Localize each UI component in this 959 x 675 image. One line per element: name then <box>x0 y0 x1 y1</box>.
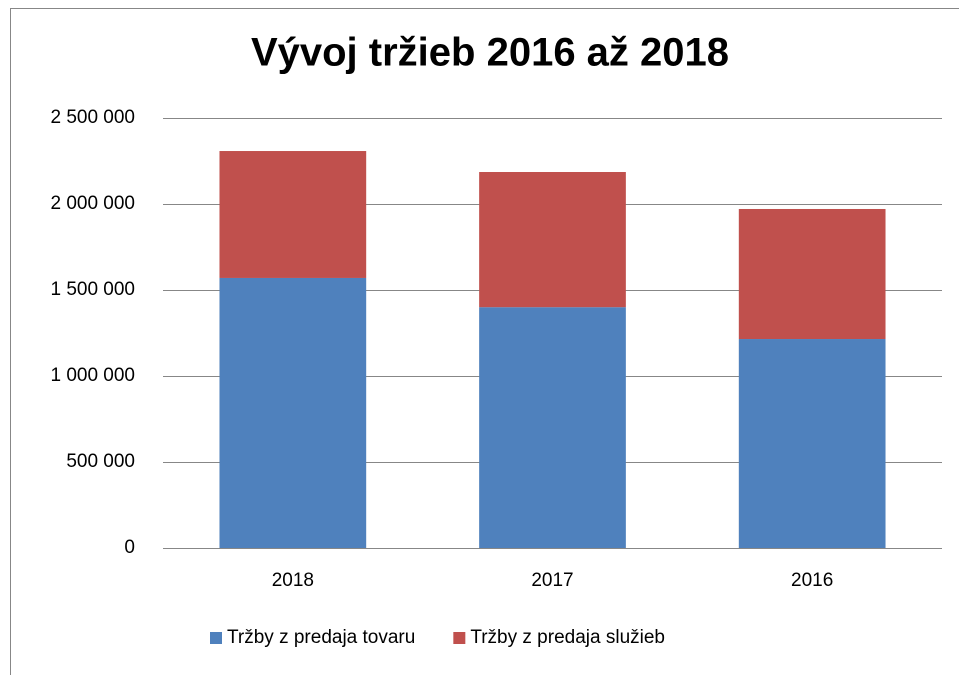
legend-swatch <box>210 632 222 644</box>
y-tick-label: 2 000 000 <box>50 193 135 214</box>
y-tick-label: 2 500 000 <box>50 107 135 128</box>
legend-label: Tržby z predaja služieb <box>470 627 665 648</box>
x-tick-label: 2016 <box>791 570 833 591</box>
legend-label: Tržby z predaja tovaru <box>227 627 415 648</box>
x-tick-label: 2018 <box>272 570 314 591</box>
y-tick-label: 1 000 000 <box>50 365 135 386</box>
y-tick-label: 1 500 000 <box>50 279 135 300</box>
chart-title: Vývoj tržieb 2016 až 2018 <box>251 31 729 75</box>
y-tick-label: 0 <box>124 537 135 558</box>
bar-segment <box>219 151 367 278</box>
x-tick-label: 2017 <box>531 570 573 591</box>
y-tick-label: 500 000 <box>66 451 135 472</box>
bar-segment <box>738 339 886 548</box>
bar-segment <box>738 208 886 340</box>
bar-segment <box>479 307 626 548</box>
bar-segment <box>479 172 626 308</box>
bar-segment <box>219 277 367 548</box>
legend-swatch <box>453 632 466 644</box>
